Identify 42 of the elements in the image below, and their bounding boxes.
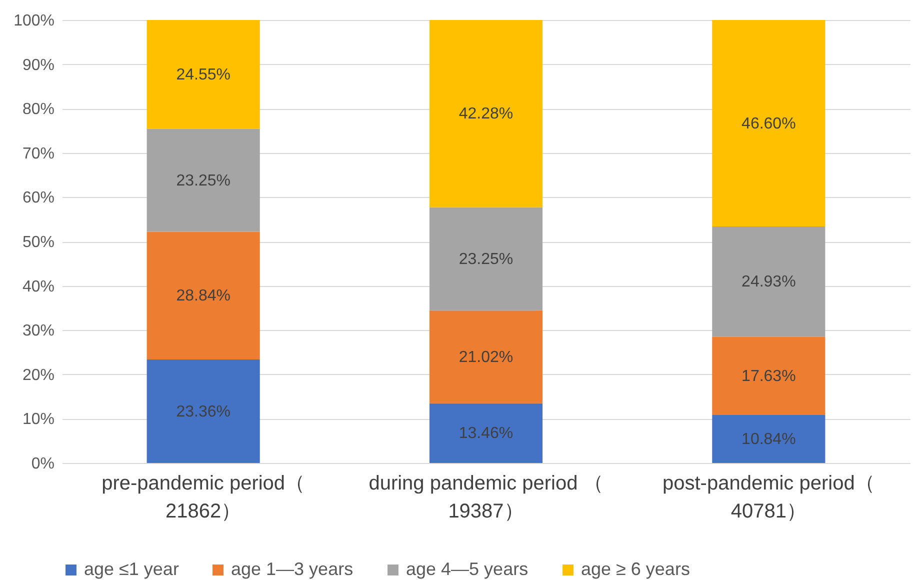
bar [429,207,543,310]
bar [146,20,260,129]
y-tick-label: 10% [22,411,54,428]
legend-label: age ≤1 year [84,559,179,579]
data-label: 23.25% [176,172,230,190]
bar [146,360,260,463]
bar [429,403,543,463]
data-label: 10.84% [742,430,796,448]
y-tick-label: 60% [22,190,54,207]
data-label: 17.63% [742,368,796,385]
x-tick-label: post-pandemic period（40781） [662,472,875,522]
legend-label: age ≥ 6 years [581,559,690,579]
y-tick-label: 20% [22,366,54,384]
legend-label: age 4—5 years [406,559,528,579]
bar [712,414,826,463]
bar [146,232,260,360]
bar [146,128,260,232]
data-label: 23.36% [176,403,230,420]
data-label: 28.84% [176,288,230,305]
bar [429,20,543,208]
y-tick-label: 50% [22,234,54,252]
x-tick-label: during pandemic period （19387） [368,472,604,522]
bar [429,310,543,404]
y-tick-label: 100% [14,12,54,30]
bar [712,20,826,226]
y-tick-label: 80% [22,101,54,118]
bar [712,226,826,337]
data-label: 21.02% [458,348,514,366]
x-tick-label: pre-pandemic period（21862） [102,472,306,522]
y-tick-label: 90% [22,56,54,74]
data-label: 24.93% [742,274,796,291]
y-tick-label: 30% [22,322,54,340]
data-label: 46.60% [742,115,796,132]
bar [712,336,826,415]
data-label: 42.28% [458,106,514,123]
y-tick-label: 40% [22,278,54,296]
data-label: 24.55% [176,66,230,84]
y-tick-label: 0% [31,456,54,472]
data-label: 23.25% [458,250,514,268]
y-tick-label: 70% [22,145,54,162]
data-label: 13.46% [458,425,514,442]
legend-label: age 1—3 years [231,559,354,579]
